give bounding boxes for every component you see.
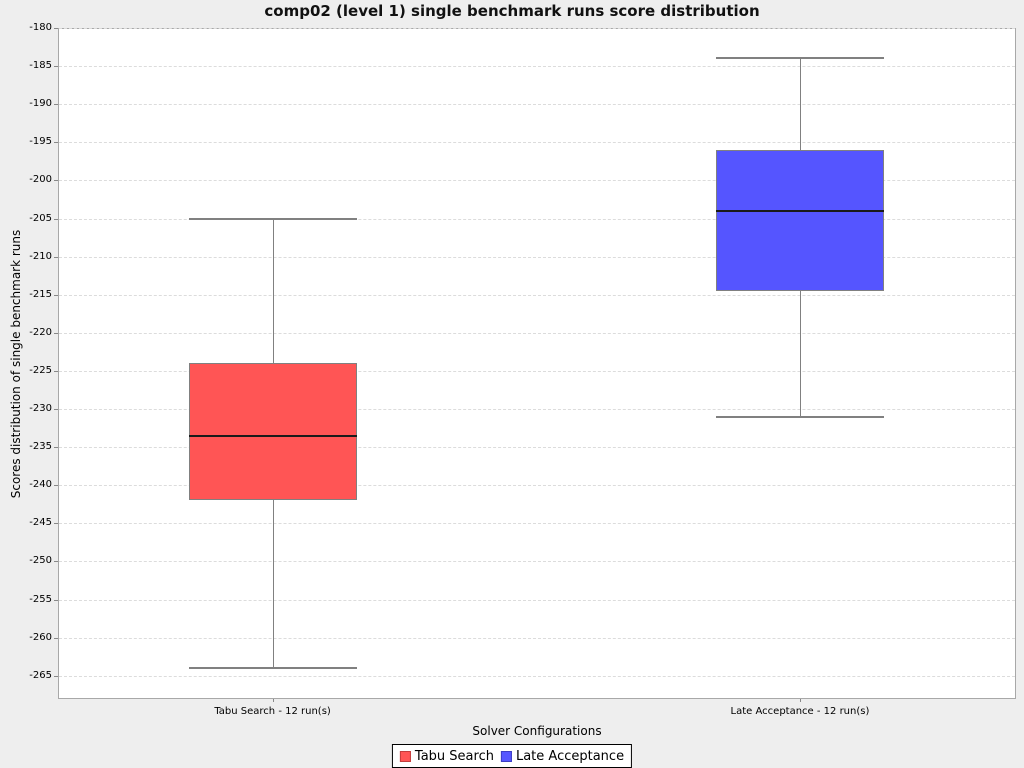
y-tick-mark — [54, 294, 58, 296]
y-axis-title: Scores distribution of single benchmark … — [9, 229, 23, 499]
y-tick-label: -215 — [29, 288, 52, 300]
y-tick-mark — [54, 447, 58, 449]
y-tick-label: -205 — [29, 212, 52, 224]
y-gridline — [59, 180, 1015, 182]
y-tick-mark — [54, 256, 58, 258]
y-tick-mark — [54, 28, 58, 29]
iqr-box — [715, 149, 884, 291]
median-line — [715, 209, 884, 212]
y-tick-label: -180 — [29, 22, 52, 33]
y-tick-label: -245 — [29, 517, 52, 529]
y-tick-mark — [54, 561, 58, 563]
y-gridline — [59, 218, 1015, 220]
legend-item-late-acceptance: Late Acceptance — [500, 748, 625, 764]
x-tick-mark — [272, 699, 274, 702]
whisker-cap-max — [715, 57, 884, 60]
legend: Tabu Search Late Acceptance — [391, 744, 633, 768]
y-gridline — [59, 599, 1015, 601]
median-line — [188, 434, 357, 437]
category-label: Late Acceptance - 12 run(s) — [730, 706, 870, 717]
y-gridline — [59, 523, 1015, 525]
y-tick-mark — [54, 370, 58, 372]
y-gridline — [59, 447, 1015, 449]
y-tick-mark — [54, 218, 58, 220]
y-tick-mark — [54, 675, 58, 677]
y-gridline — [59, 66, 1015, 68]
y-tick-label: -200 — [29, 174, 52, 186]
late-acceptance-swatch-icon — [500, 750, 512, 762]
y-gridline — [59, 485, 1015, 487]
y-gridline — [59, 256, 1015, 258]
y-tick-label: -190 — [29, 98, 52, 110]
y-tick-mark — [54, 180, 58, 182]
y-gridline — [59, 637, 1015, 639]
tabu-search-swatch-icon — [399, 750, 411, 762]
y-tick-mark — [54, 332, 58, 334]
y-tick-mark — [54, 485, 58, 487]
y-gridline — [59, 370, 1015, 372]
y-tick-mark — [54, 599, 58, 601]
y-tick-mark — [54, 142, 58, 144]
y-tick-mark — [54, 66, 58, 68]
legend-item-tabu-search: Tabu Search — [399, 748, 494, 764]
y-tick-label: -210 — [29, 250, 52, 262]
x-tick-mark — [799, 699, 801, 702]
y-gridline — [59, 294, 1015, 296]
y-gridline — [59, 142, 1015, 144]
y-tick-mark — [54, 409, 58, 410]
y-gridline — [59, 675, 1015, 677]
iqr-box — [188, 363, 357, 501]
y-tick-label: -195 — [29, 136, 52, 148]
y-tick-label: -260 — [29, 631, 52, 643]
legend-label: Tabu Search — [414, 748, 494, 764]
y-tick-label: -220 — [29, 326, 52, 338]
y-gridline — [59, 332, 1015, 334]
y-gridline — [59, 104, 1015, 106]
y-gridline — [59, 28, 1015, 29]
category-label: Tabu Search - 12 run(s) — [214, 706, 331, 717]
y-tick-label: -255 — [29, 593, 52, 605]
x-axis-title: Solver Configurations — [472, 724, 602, 738]
y-tick-label: -240 — [29, 479, 52, 491]
legend-label: Late Acceptance — [515, 748, 625, 764]
y-tick-mark — [54, 637, 58, 639]
chart-title: comp02 (level 1) single benchmark runs s… — [264, 2, 760, 20]
y-gridline — [59, 409, 1015, 410]
y-tick-label: -235 — [29, 441, 52, 453]
y-tick-mark — [54, 523, 58, 525]
y-tick-label: -225 — [29, 364, 52, 376]
y-tick-mark — [54, 104, 58, 106]
y-tick-label: -250 — [29, 555, 52, 567]
y-tick-label: -265 — [29, 669, 52, 681]
whisker-cap-max — [188, 217, 357, 220]
y-tick-label: -185 — [29, 60, 52, 72]
y-tick-label: -230 — [29, 403, 52, 414]
whisker-cap-min — [188, 667, 357, 670]
whisker-cap-min — [715, 415, 884, 418]
y-gridline — [59, 561, 1015, 563]
